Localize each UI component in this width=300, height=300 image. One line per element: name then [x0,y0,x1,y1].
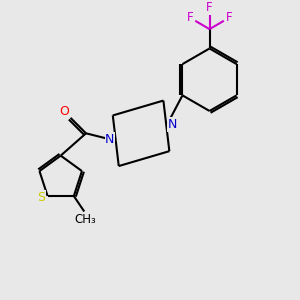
Text: S: S [37,191,45,204]
Text: F: F [206,1,213,14]
Text: F: F [187,11,194,24]
Text: N: N [105,133,115,146]
Text: O: O [59,105,69,118]
Text: N: N [168,118,177,131]
Text: F: F [226,11,232,24]
Text: CH₃: CH₃ [74,213,96,226]
